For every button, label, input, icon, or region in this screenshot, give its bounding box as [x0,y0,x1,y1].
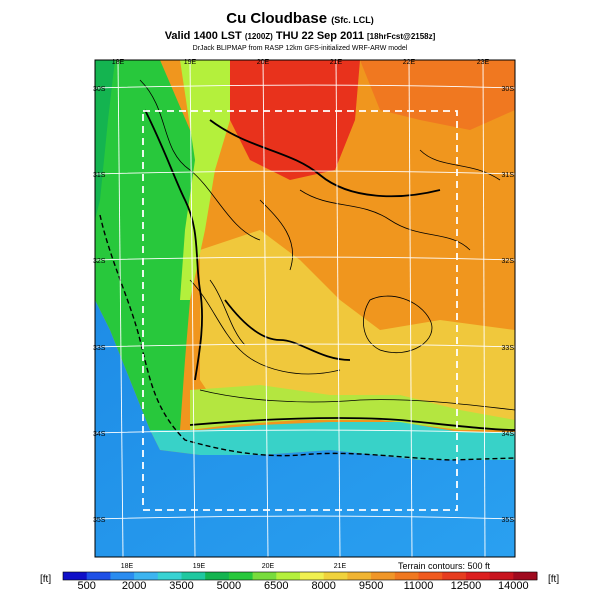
title-suffix: (Sfc. LCL) [331,15,374,25]
lat-label-right: 32S [502,258,515,265]
lon-label-top: 18E [112,59,125,66]
lon-label-top: 22E [403,59,416,66]
valid-time: Valid 1400 LST (1200Z) THU 22 Sep 2011 [… [0,29,600,44]
field-green-west [95,60,210,430]
lon-label-bottom: 18E [121,563,134,570]
lat-label-left: 32S [93,258,106,265]
field-yellow-band [200,230,515,420]
cloudbase-contours [144,109,515,431]
lat-label-left: 31S [93,172,106,179]
valid-time-text: Valid 1400 LST [164,30,242,42]
lon-label-bottom: 19E [193,563,206,570]
field-north-east [360,60,515,130]
coastline [99,214,515,461]
lat-label-left: 33S [93,345,106,352]
field-coast-green [95,60,115,220]
field-cyan-coast [150,422,515,460]
lat-label-left: 35S [93,517,106,524]
valid-date: THU 22 Sep 2011 [275,30,364,42]
lon-label-top: 23E [477,59,490,66]
field-lightgreen-west [180,60,230,300]
model-credit: DrJack BLIPMAP from RASP 12km GFS-initia… [192,45,408,52]
colorbar-tick-label: 9500 [358,580,384,592]
lat-label-right: 35S [502,517,515,524]
lon-label-top: 19E [184,59,197,66]
lat-label-right: 31S [502,172,515,179]
colorbar-tick-label: 11000 [403,580,434,592]
colorbar-unit-right: [ft] [548,574,560,585]
lon-labels-top: 18E 19E 20E 21E 22E 23E [112,59,490,66]
terrain-contours-note: Terrain contours: 500 ft [398,561,491,571]
lon-label-bottom: 21E [334,563,347,570]
lat-labels-left: 30S 31S 32S 33S 34S 35S [93,86,106,524]
map-title: Cu Cloudbase (Sfc. LCL) [0,10,600,29]
colorbar-tick-labels: 500 2000 3500 5000 6500 8000 9500 11000 12500 140… [0,580,600,594]
colorbar-tick-label: 5000 [216,580,242,592]
field-hot-core [230,60,360,180]
lon-labels-bottom: 18E 19E 20E 21E [121,563,347,570]
lat-label-right: 34S [502,431,515,438]
title-text: Cu Cloudbase [226,10,328,27]
colorbar-unit-left: [ft] [40,574,52,585]
colorbar-tick-label: 8000 [311,580,336,592]
valid-time-utc: (1200Z) [244,32,273,41]
lat-label-right: 33S [502,345,515,352]
map-frame [94,59,516,558]
lon-label-top: 20E [257,59,270,66]
title-block: Cu Cloudbase (Sfc. LCL) Valid 1400 LST (… [0,10,600,54]
graticule [95,60,515,557]
terrain-contours [139,79,515,411]
inner-domain-box [142,110,458,511]
lat-label-left: 34S [93,431,106,438]
lat-labels-right: 30S 31S 32S 33S 34S 35S [502,86,515,524]
colorbar-tick-label: 14000 [498,580,529,592]
map-field [95,60,515,557]
colorbar-tick-label: 3500 [169,580,194,592]
forecast-info: [18hrFcst@2158z] [367,32,436,41]
colorbar-tick-label: 2000 [121,580,147,592]
lon-label-bottom: 20E [262,563,275,570]
colorbar-tick-label: 500 [77,580,96,592]
lon-label-top: 21E [330,59,343,66]
colorbar-tick-label: 12500 [450,580,482,592]
ocean [95,300,515,557]
colorbar-tick-label: 6500 [264,580,289,592]
lat-label-left: 30S [93,86,106,93]
lat-label-right: 30S [502,86,515,93]
